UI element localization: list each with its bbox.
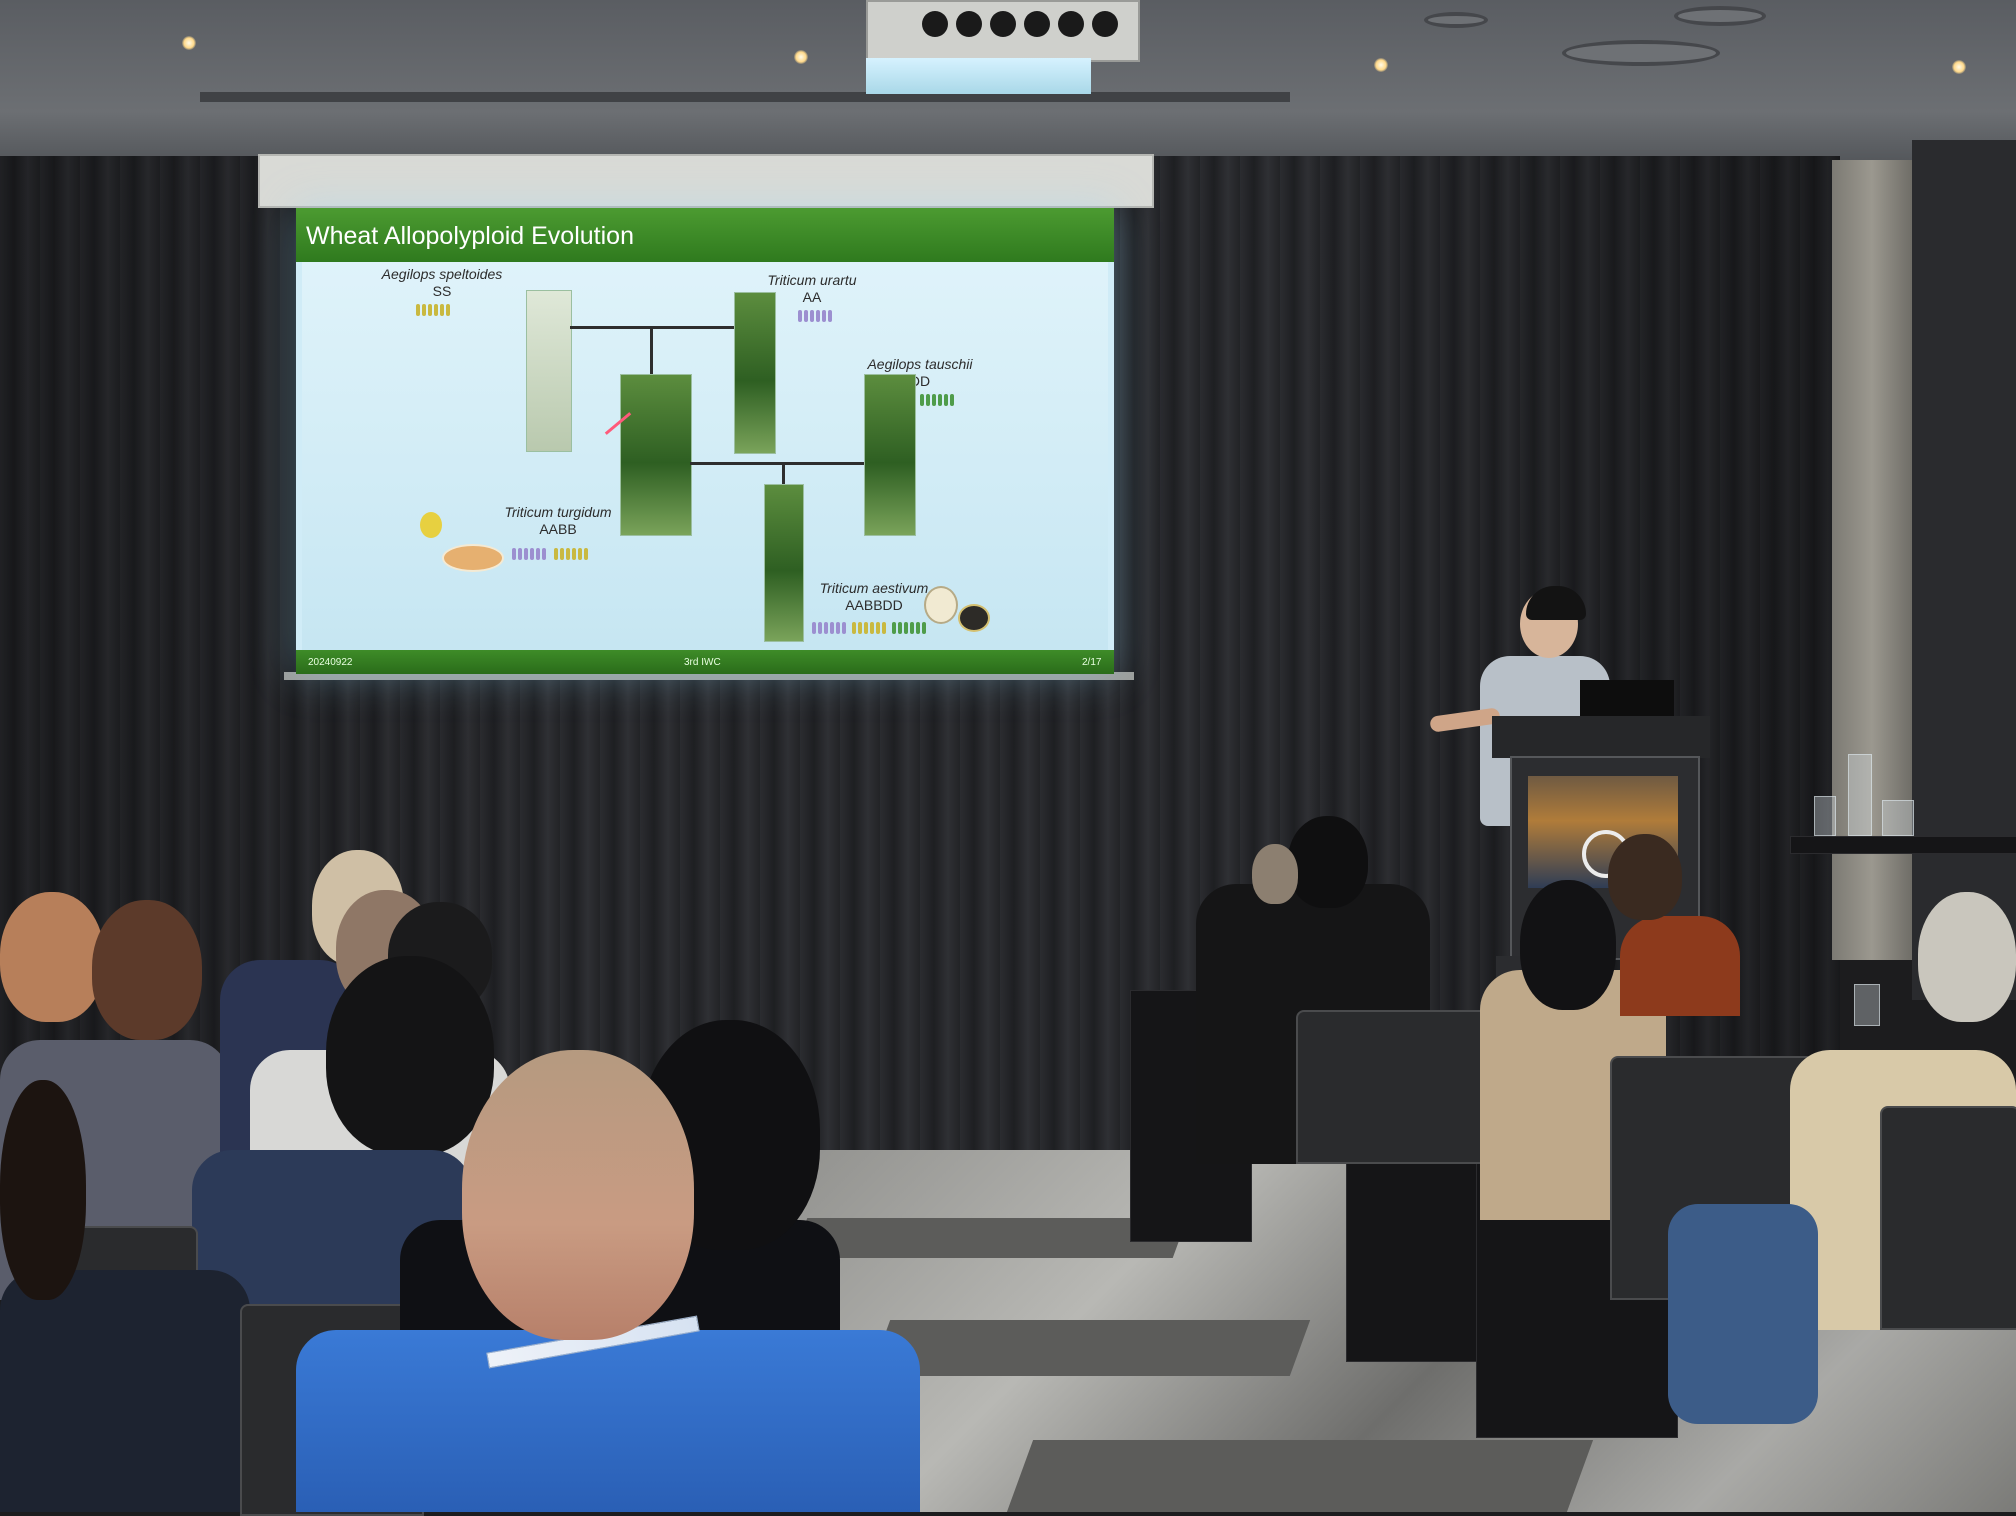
ceiling-fixture (1424, 12, 1488, 28)
ceiling-vent (200, 92, 1290, 102)
lineage-connector (650, 326, 653, 374)
slide-body: Aegilops speltoides SS Triticum urartu AA … (302, 262, 1108, 650)
ceiling-light (182, 36, 196, 50)
slide-title: Wheat Allopolyploid Evolution (306, 222, 634, 250)
audience-head (1252, 844, 1298, 904)
audience-head (462, 1050, 694, 1340)
audience-member-blue-shirt (296, 1330, 920, 1512)
projector-lens-glow (866, 58, 1091, 94)
audience-head (92, 900, 202, 1040)
chromosome-set-aa (798, 310, 832, 322)
audience-head (0, 892, 104, 1022)
audience-jeans (1668, 1204, 1818, 1424)
audience-head (0, 1080, 86, 1300)
floor-tile (1006, 1440, 1594, 1512)
chromosome-set-aa (512, 548, 546, 560)
slide-page-number: 2/17 (1082, 657, 1102, 668)
ceiling-light (1374, 58, 1388, 72)
chromosome-set-ss (416, 304, 450, 316)
projected-slide: Wheat Allopolyploid Evolution Aegilops s… (296, 208, 1114, 674)
water-glass (1814, 796, 1836, 836)
chromosome-set-bb (852, 622, 886, 634)
water-bottle (1848, 754, 1872, 836)
floor-tile (792, 1218, 1188, 1258)
audience-head (1608, 834, 1682, 920)
lineage-connector (690, 462, 864, 465)
audience-head (326, 956, 494, 1156)
water-jug (1882, 800, 1914, 836)
laptop (1580, 680, 1674, 720)
slide-footer-date: 20240922 (308, 657, 353, 668)
side-table (1790, 836, 2016, 854)
audience-member (1620, 916, 1740, 1016)
projector-icon (866, 0, 1140, 62)
ceiling-fixture (1562, 40, 1720, 66)
ceiling-fixture (1674, 6, 1766, 26)
audience-head (1520, 880, 1616, 1010)
spike-photo-urartu (734, 292, 776, 454)
bowl-illustration (958, 604, 990, 632)
species-label: Triticum urartu AA (767, 272, 857, 305)
audience-head (1288, 816, 1368, 908)
spike-photo-speltoides (526, 290, 572, 452)
podium-top (1492, 716, 1710, 758)
species-label: Triticum aestivum AABBDD (819, 580, 929, 613)
slide-footer-event: 3rd IWC (684, 657, 721, 668)
pasta-plate-illustration (442, 544, 504, 572)
pasta-illustration (420, 512, 442, 538)
spike-photo-tauschii (864, 374, 916, 536)
ceiling-light (794, 50, 808, 64)
floor-tile (869, 1320, 1311, 1376)
presenter-hair (1526, 586, 1586, 620)
side-wall (1912, 140, 2016, 1000)
slide-footer: 20240922 3rd IWC 2/17 (296, 650, 1114, 674)
chromosome-set-dd (920, 394, 954, 406)
spike-photo-turgidum (620, 374, 692, 536)
spike-photo-aestivum (764, 484, 804, 642)
chromosome-set-aa (812, 622, 846, 634)
screen-housing (258, 154, 1154, 208)
chromosome-set-bb (554, 548, 588, 560)
wall-pillar (1832, 160, 1912, 960)
bread-illustration (924, 586, 958, 624)
ceiling-light (1952, 60, 1966, 74)
chair (1880, 1106, 2016, 1330)
audience-head (1918, 892, 2016, 1022)
lineage-connector (782, 462, 785, 484)
audience-member (0, 1270, 250, 1512)
species-label: Aegilops speltoides SS (381, 266, 503, 299)
chair (1296, 1010, 1490, 1164)
screen-bottom-bar (284, 672, 1134, 680)
slide-header: Wheat Allopolyploid Evolution (296, 208, 1114, 262)
water-glass (1854, 984, 1880, 1026)
chromosome-set-dd (892, 622, 926, 634)
species-label: Triticum turgidum AABB (504, 504, 612, 537)
